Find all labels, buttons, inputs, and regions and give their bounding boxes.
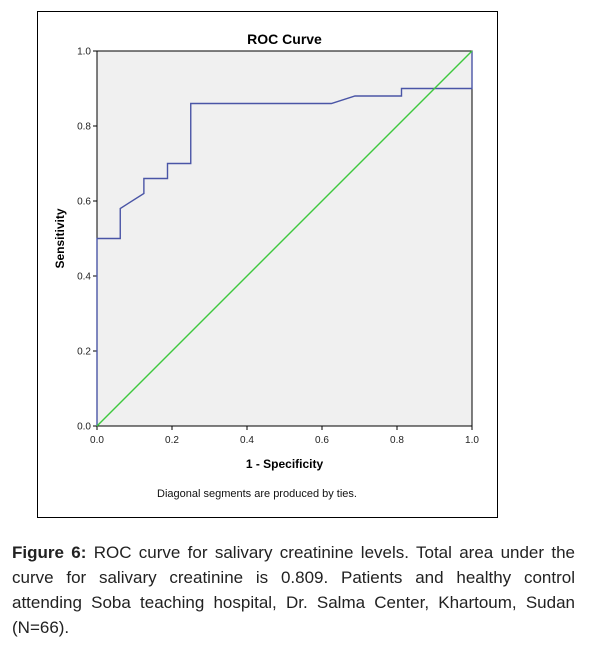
y-axis-label: Sensitivity (53, 208, 67, 268)
x-axis-label: 1 - Specificity (246, 457, 324, 471)
series-group (96, 50, 473, 427)
chart-title: ROC Curve (247, 31, 322, 47)
x-tick-label: 1.0 (465, 435, 479, 446)
x-tick-label: 0.8 (390, 435, 404, 446)
y-tick-label: 0.4 (77, 272, 91, 283)
caption-label: Figure 6: (12, 543, 87, 562)
x-tick-label: 0.4 (240, 435, 254, 446)
x-tick-label: 0.2 (165, 435, 179, 446)
y-tick-label: 0.6 (77, 197, 91, 208)
chart-note: Diagonal segments are produced by ties. (157, 488, 357, 500)
reference-diagonal-line (96, 50, 473, 427)
roc-curve-line (96, 51, 473, 426)
y-tick-label: 1.0 (77, 47, 91, 58)
x-tick-label: 0.6 (315, 435, 329, 446)
y-tick-label: 0.8 (77, 122, 91, 133)
y-tick-label: 0.2 (77, 347, 91, 358)
y-tick-label: 0.0 (77, 422, 91, 433)
x-tick-label: 0.0 (90, 435, 104, 446)
axes: 0.0 0.2 0.4 0.6 0.8 1.0 0.0 0.2 0.4 0.6 0.8 1.0 (77, 47, 479, 447)
figure-caption: Figure 6: ROC curve for salivary creatin… (12, 540, 575, 640)
caption-text: ROC curve for salivary creatinine levels… (12, 543, 575, 637)
